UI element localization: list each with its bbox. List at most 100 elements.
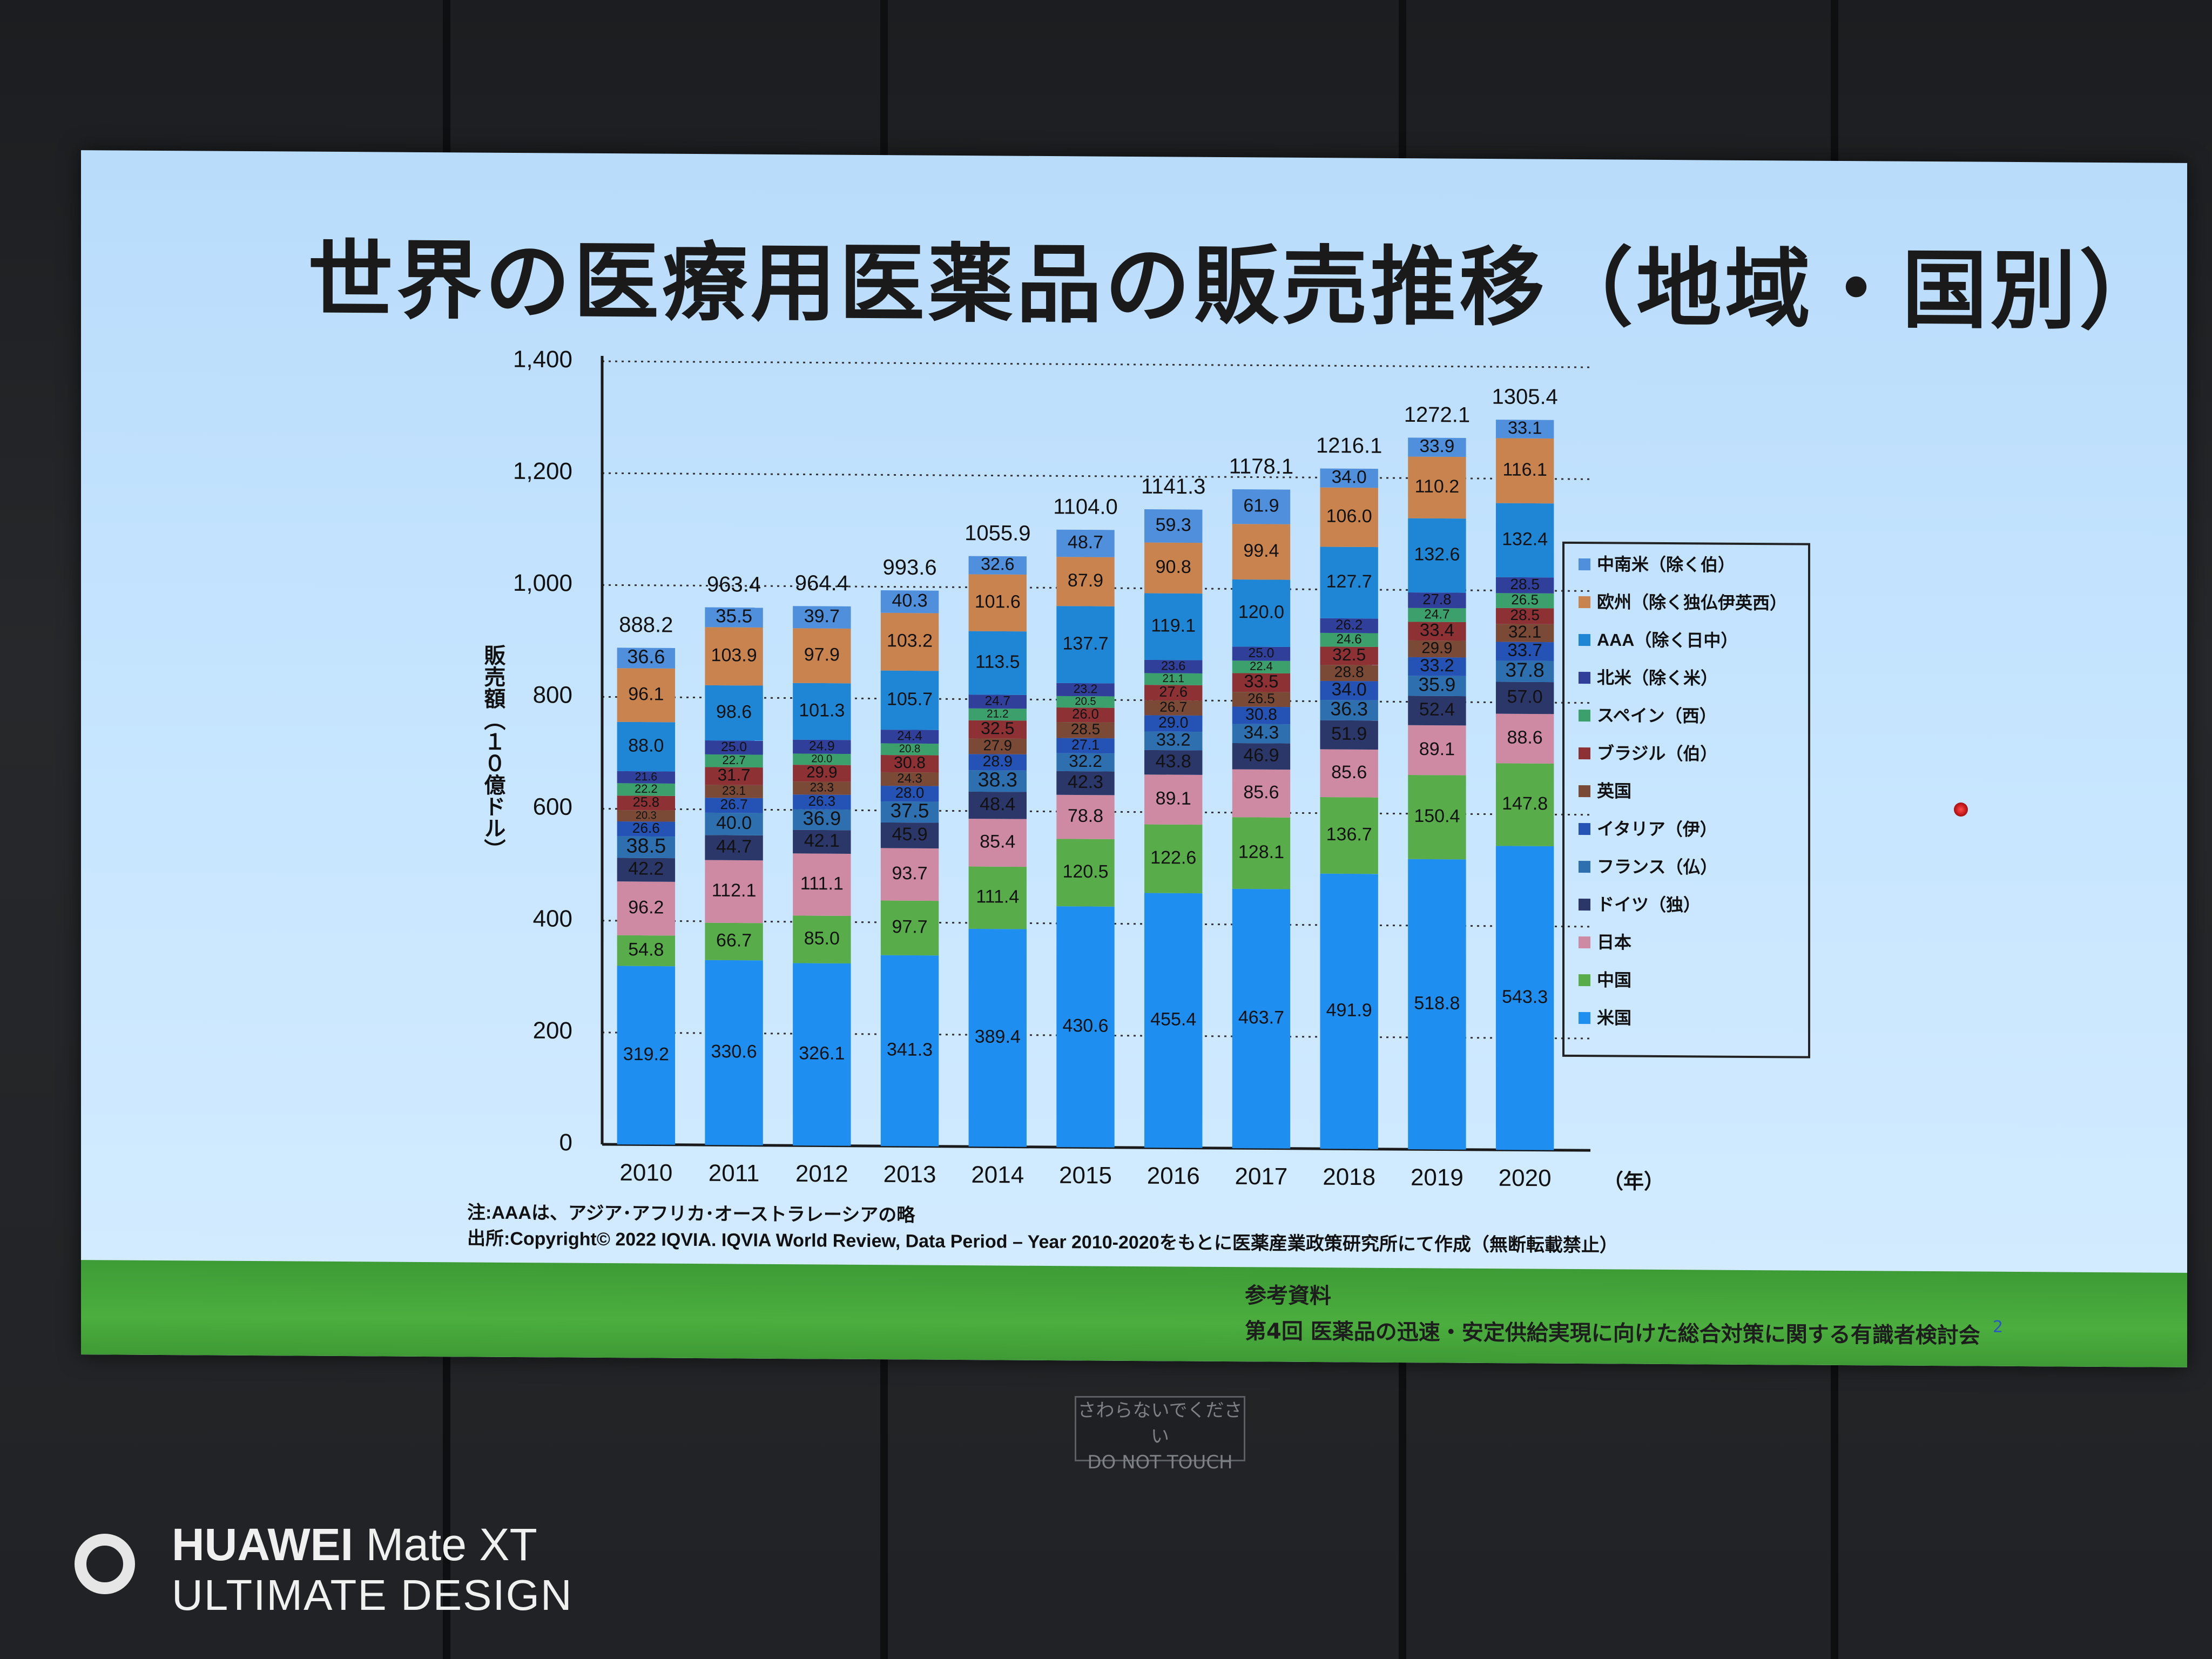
bar-segment [1232, 692, 1291, 707]
bar-value-label: 96.1 [628, 684, 664, 704]
bar-total-label: 964.4 [795, 571, 849, 596]
bar-segment [880, 612, 939, 671]
bar-segment [705, 960, 763, 1145]
bar-segment [880, 786, 939, 802]
bar-value-label: 27.1 [1071, 737, 1100, 753]
bar-value-label: 35.9 [1419, 674, 1456, 695]
bar-segment [793, 809, 851, 831]
bar-segment [1320, 797, 1378, 874]
bar-value-label: 120.0 [1238, 602, 1284, 623]
y-tick-label: 800 [533, 682, 572, 708]
bar-value-label: 122.6 [1150, 847, 1196, 868]
bar-segment [1144, 673, 1203, 685]
bar-segment [617, 935, 676, 967]
bar-segment [880, 900, 939, 956]
bar-segment [880, 670, 939, 730]
bar-segment [1232, 888, 1291, 1149]
bar-segment [617, 668, 676, 723]
bar-value-label: 127.7 [1326, 571, 1372, 592]
y-tick-label: 1,400 [513, 346, 572, 373]
bar-value-label: 34.0 [1332, 467, 1367, 487]
bar-value-label: 137.7 [1062, 633, 1108, 655]
bar-value-label: 97.9 [804, 644, 840, 665]
bar-segment [1408, 657, 1466, 676]
legend-label: AAA（除く日中） [1597, 630, 1738, 651]
bar-value-label: 120.5 [1062, 861, 1108, 882]
bar-segment [705, 785, 763, 798]
bar-value-label: 51.9 [1331, 724, 1367, 744]
bar-value-label: 150.4 [1414, 806, 1460, 827]
bar-value-label: 25.0 [1249, 646, 1274, 660]
bar-value-label: 28.5 [1510, 606, 1540, 623]
bar-value-label: 21.2 [987, 707, 1009, 720]
legend-label: 日本 [1597, 933, 1631, 952]
bar-segment [1408, 696, 1466, 726]
legend-label: 英国 [1597, 781, 1631, 801]
watermark-tagline: ULTIMATE DESIGN [172, 1571, 573, 1619]
bar-segment [1495, 503, 1554, 578]
projection-screen: 世界の医療用医薬品の販売推移（地域・国別） 0 200 400 600 800 1,000… [81, 150, 2187, 1367]
bar-value-label: 87.9 [1068, 570, 1103, 591]
bar-value-label: 21.6 [635, 770, 657, 783]
bar-value-label: 26.2 [1336, 617, 1363, 632]
bar-segment [1320, 468, 1378, 488]
legend-swatch [1579, 936, 1590, 949]
y-axis-label: 販売額（１０億ドル） [481, 644, 505, 860]
bar-value-label: 111.4 [976, 886, 1019, 907]
bar-segment [705, 627, 763, 686]
slide-number: 2 [1993, 1317, 2004, 1337]
bar-value-label: 90.8 [1156, 557, 1191, 577]
bar-segment [705, 798, 763, 813]
bar-segment [968, 556, 1027, 575]
bar-segment [1144, 731, 1203, 751]
bar-value-label: 33.7 [1507, 640, 1542, 660]
bar-value-label: 36.9 [802, 807, 841, 829]
y-tick-label: 1,200 [513, 458, 572, 485]
bar-value-label: 37.8 [1505, 658, 1544, 681]
bar-value-label: 24.4 [897, 729, 922, 743]
legend-label: イタリア（伊） [1597, 819, 1717, 839]
bar-segment [1144, 509, 1203, 543]
x-tick-label: 2011 [709, 1160, 760, 1187]
bar-segment [1495, 608, 1554, 624]
bar-value-label: 27.8 [1422, 591, 1451, 608]
bar-segment [705, 685, 763, 741]
bar-segment [1232, 673, 1291, 692]
bar-segment [705, 812, 763, 835]
reference-label: 参考資料 [1245, 1283, 1331, 1309]
bar-value-label: 26.3 [808, 794, 835, 809]
bar-segment [1408, 725, 1466, 775]
bar-value-label: 110.2 [1415, 476, 1460, 497]
bar-value-label: 38.3 [978, 768, 1017, 791]
bar-segment [1408, 518, 1466, 593]
bar-value-label: 24.7 [985, 694, 1010, 709]
bar-segment [793, 915, 851, 964]
bar-value-label: 40.0 [716, 813, 752, 833]
bar-segment [617, 836, 676, 859]
bar-segment [1408, 640, 1466, 658]
laser-pointer-dot [1954, 802, 1968, 817]
stacked-bar-chart: 0 200 400 600 800 1,000 1,200 1,400 販売額（１０億ドル） 31… [467, 346, 1810, 1256]
bar-segment [1144, 715, 1203, 732]
bar-segment [880, 772, 939, 786]
gridline [602, 360, 1590, 368]
bar-value-label: 24.7 [1424, 607, 1449, 622]
bar-value-label: 430.6 [1062, 1015, 1108, 1036]
reference-block: 参考資料 第4回 医薬品の迅速・安定供給実現に向けた総合対策に関する有識者検討会 [1245, 1278, 1980, 1353]
legend-swatch [1579, 747, 1590, 760]
legend-swatch [1579, 634, 1590, 646]
bar-segment [1056, 753, 1115, 772]
bar-value-label: 29.0 [1158, 714, 1188, 731]
bar-value-label: 132.4 [1502, 529, 1548, 550]
bar-segment [968, 574, 1027, 632]
bar-value-label: 93.7 [892, 863, 927, 884]
bar-value-label: 97.7 [892, 916, 927, 937]
bar-value-label: 32.1 [1508, 622, 1541, 641]
bar-segment [705, 754, 763, 768]
bar-value-label: 37.5 [891, 799, 929, 821]
x-tick-label: 2015 [1059, 1162, 1112, 1189]
bar-segment [1056, 794, 1115, 839]
legend-swatch [1579, 861, 1590, 873]
chart-source: 出所:Copyright© 2022 IQVIA. IQVIA World Re… [467, 1228, 1618, 1256]
bar-segment [1144, 893, 1203, 1148]
